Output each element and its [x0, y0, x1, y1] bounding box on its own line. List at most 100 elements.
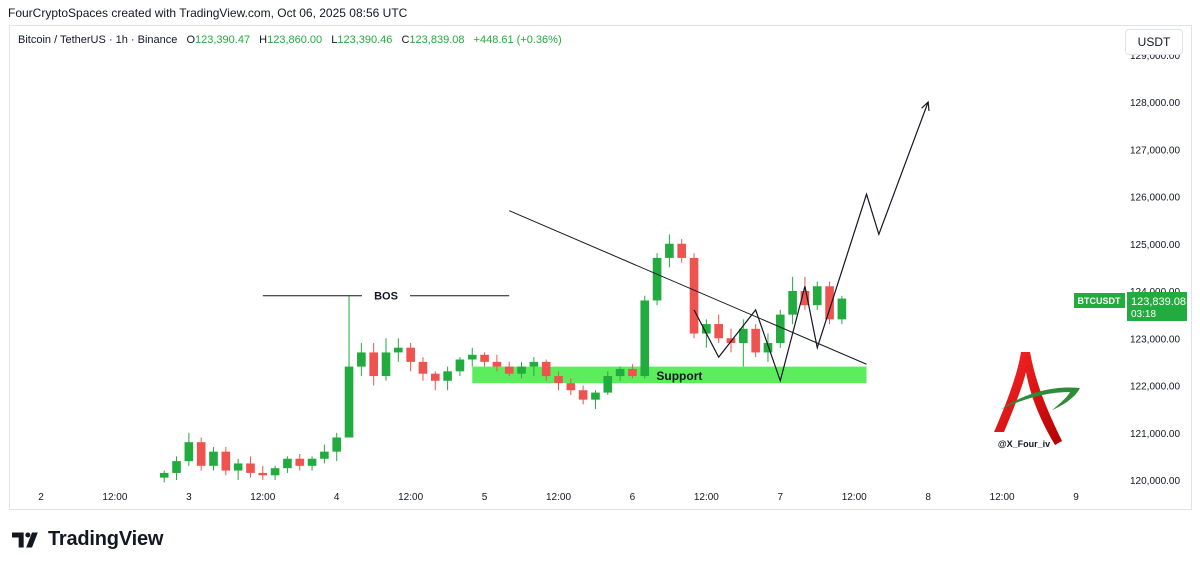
- x-tick-label: 6: [630, 492, 636, 503]
- candle-body: [812, 286, 822, 306]
- candle-body: [615, 368, 625, 377]
- candle-body: [628, 368, 637, 377]
- chart-frame: [9, 25, 1192, 510]
- candle-body: [603, 376, 613, 393]
- legend-high-value: 123,860.00: [267, 34, 322, 46]
- candle-body: [529, 361, 539, 367]
- candle-body: [640, 300, 650, 377]
- candle-body: [295, 458, 305, 466]
- candle-body: [504, 366, 514, 374]
- y-tick-label: 120,000.00: [1130, 476, 1180, 487]
- x-tick-label: 4: [334, 492, 340, 503]
- legend-high-label: H: [259, 34, 267, 46]
- y-tick-label: 123,000.00: [1130, 334, 1180, 345]
- currency-button[interactable]: USDT: [1125, 29, 1183, 55]
- price-tag-price: 123,839.08: [1131, 296, 1186, 308]
- candle-body: [184, 442, 194, 462]
- projection-arrowhead: [921, 100, 930, 112]
- candle-body: [369, 352, 378, 377]
- tradingview-mark-icon: [12, 532, 38, 547]
- projection-path: [693, 101, 929, 383]
- candle-body: [492, 361, 502, 367]
- candle-body: [381, 352, 391, 377]
- y-tick-label: 128,000.00: [1130, 98, 1180, 109]
- candle-body: [714, 324, 723, 339]
- svg-text:Bitcoin / TetherUS · 1h · Bina: Bitcoin / TetherUS · 1h · Binance O123,3…: [18, 34, 562, 46]
- candle-body: [344, 366, 354, 438]
- candle-body: [677, 243, 687, 258]
- candle-body: [517, 366, 526, 374]
- candle-body: [480, 354, 489, 362]
- candle-body: [541, 361, 551, 377]
- y-tick-label: 122,000.00: [1130, 382, 1180, 393]
- x-tick-label: 7: [778, 492, 784, 503]
- candle-body: [665, 243, 674, 258]
- candle-body: [566, 383, 576, 391]
- candle-body: [800, 291, 810, 306]
- trendline: [509, 210, 867, 365]
- chart-caption: FourCryptoSpaces created with TradingVie…: [8, 6, 408, 20]
- x-tick-label: 5: [482, 492, 488, 503]
- candle-body: [763, 342, 773, 353]
- candle-body: [196, 442, 206, 466]
- price-tag-countdown: 03:18: [1131, 309, 1156, 320]
- candle-body: [270, 468, 280, 476]
- x-tick-label: 12:00: [990, 492, 1015, 503]
- x-tick-label: 12:00: [102, 492, 127, 503]
- candle-body: [751, 328, 760, 353]
- y-tick-label: 126,000.00: [1130, 193, 1180, 204]
- candle-body: [554, 376, 563, 384]
- candle-body: [357, 352, 366, 367]
- price-tag: BTCUSDT 123,839.08 03:18: [1074, 292, 1187, 321]
- candle-body: [578, 390, 588, 400]
- x-tick-label: 12:00: [546, 492, 571, 503]
- candle-body: [307, 458, 317, 466]
- candle-body: [221, 451, 231, 471]
- y-tick-label: 125,000.00: [1130, 240, 1180, 251]
- x-tick-label: 8: [925, 492, 931, 503]
- candle-body: [332, 437, 342, 452]
- y-tick-label: 129,000.00: [1130, 51, 1180, 62]
- candle-body: [159, 472, 169, 478]
- x-tick-label: 12:00: [398, 492, 423, 503]
- candle-body: [418, 361, 428, 374]
- tradingview-logo[interactable]: TradingView: [12, 528, 163, 551]
- x-tick-label: 12:00: [250, 492, 275, 503]
- candle-body: [406, 347, 415, 362]
- x-tick-label: 12:00: [694, 492, 719, 503]
- candle-body: [455, 359, 465, 372]
- candle-body: [739, 328, 748, 343]
- y-tick-label: 127,000.00: [1130, 145, 1180, 156]
- candle-body: [430, 373, 440, 381]
- candle-body: [591, 392, 600, 400]
- candle-body: [394, 347, 403, 353]
- candle-body: [467, 354, 477, 360]
- price-tag-symbol: BTCUSDT: [1078, 296, 1121, 306]
- candle-body: [283, 458, 292, 469]
- candle-body: [320, 451, 329, 459]
- legend-symbol: Bitcoin / TetherUS · 1h · Binance: [18, 34, 177, 46]
- candle-body: [788, 291, 797, 315]
- candle-body: [246, 463, 255, 473]
- candle-body: [172, 461, 181, 473]
- tradingview-wordmark: TradingView: [48, 528, 164, 550]
- legend-open-value: 123,390.47: [195, 34, 250, 46]
- y-tick-label: 121,000.00: [1130, 429, 1180, 440]
- watermark-logo: @X_Four_iv: [994, 352, 1080, 449]
- candle-body: [689, 257, 699, 334]
- legend-close-value: 123,839.08: [409, 34, 464, 46]
- legend-close-label: C: [401, 34, 409, 46]
- legend-open-label: O: [186, 34, 195, 46]
- candle-body: [825, 286, 834, 320]
- legend-low-value: 123,390.46: [337, 34, 392, 46]
- candle-body: [837, 298, 847, 320]
- legend-low-label: L: [331, 34, 337, 46]
- x-tick-label: 3: [186, 492, 192, 503]
- support-label: Support: [656, 369, 702, 383]
- x-tick-label: 2: [38, 492, 44, 503]
- candle-body: [443, 371, 452, 381]
- legend-change: +448.61 (+0.36%): [474, 34, 562, 46]
- x-tick-label: 12:00: [842, 492, 867, 503]
- candle-body: [209, 451, 218, 466]
